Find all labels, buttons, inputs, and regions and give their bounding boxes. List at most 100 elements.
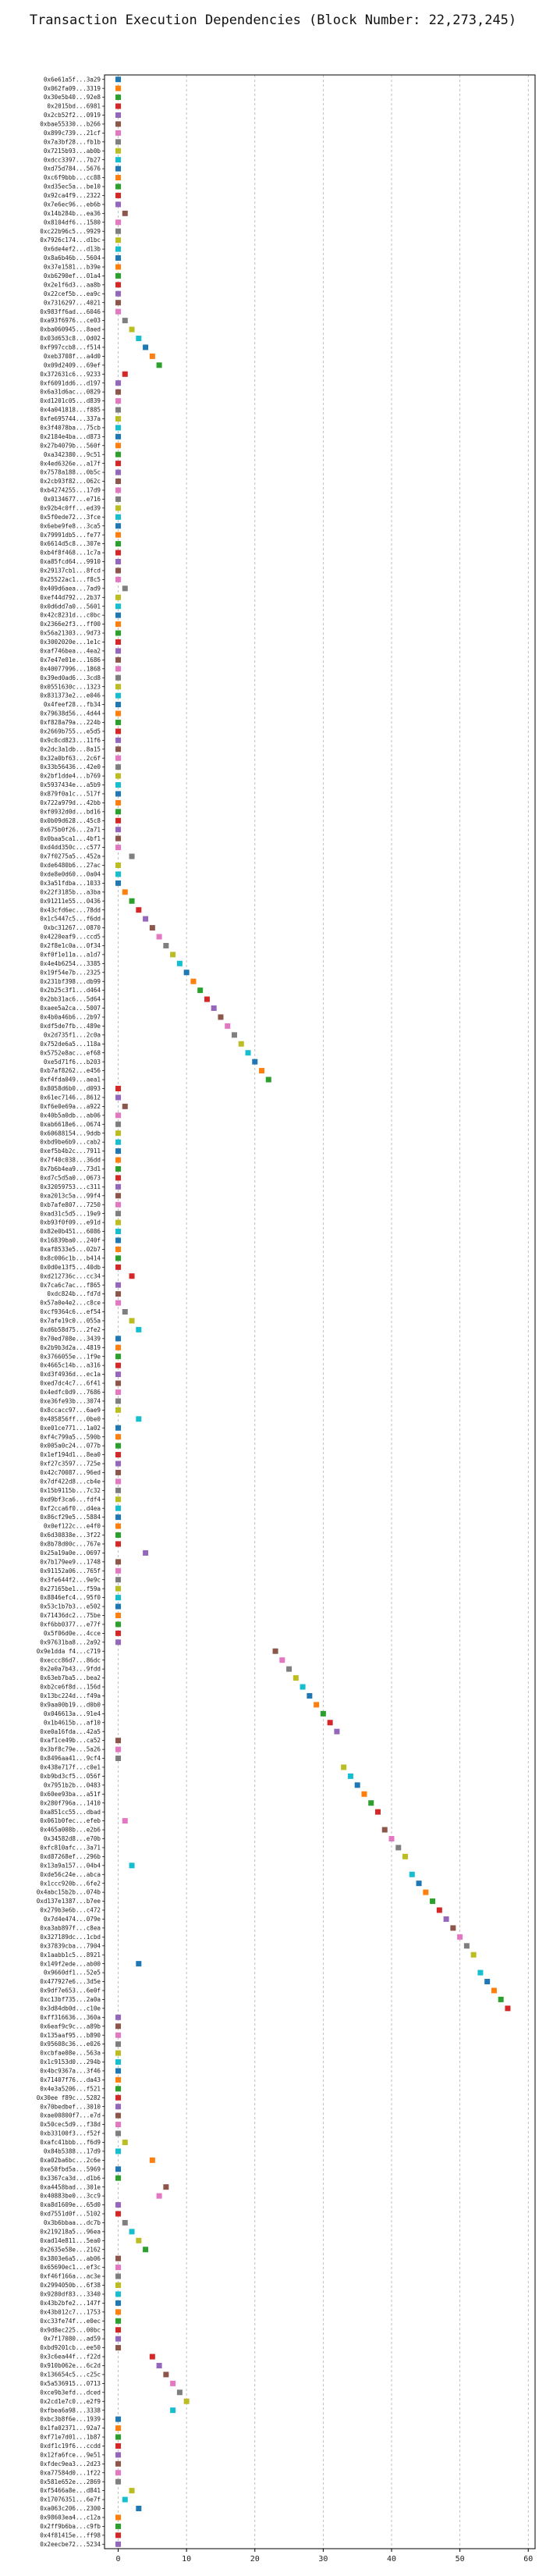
transaction-marker [443, 1916, 449, 1922]
y-tick-label: 0x1b4615b...af10 [44, 1719, 101, 1726]
y-tick-label: 0xdc824b...fd7d [47, 1290, 101, 1297]
y-tick-label: 0x231bf398...db99 [40, 978, 101, 985]
y-tick-label: 0x0b09d628...45c8 [40, 817, 101, 824]
y-tick-label: 0xd137e1387...b7ee [37, 1898, 101, 1905]
y-tick-label: 0x8ccacc97...6ae9 [40, 1407, 101, 1414]
transaction-marker [115, 639, 122, 645]
transaction-marker [231, 1032, 237, 1038]
y-tick-label: 0x19f54e7b...2325 [40, 969, 101, 976]
transaction-marker [115, 1112, 122, 1119]
transaction-marker [149, 2157, 155, 2163]
transaction-marker [374, 1809, 381, 1815]
x-gridlines [118, 75, 529, 2549]
y-tick-label: 0x32a0bf63...2c6f [40, 755, 101, 762]
transaction-marker [115, 380, 122, 386]
y-tick-label: 0xeccc86d7...86dc [40, 1656, 101, 1663]
y-tick-label: 0x43b2bfe2...147f [40, 2300, 101, 2307]
transaction-marker [115, 2336, 122, 2342]
y-tick-label: 0x4abc15b2b...074b [37, 1889, 101, 1896]
y-tick-label: 0x91211e55...0436 [40, 898, 101, 905]
y-tick-label: 0x5937434e...a5b9 [40, 781, 101, 788]
transaction-marker [156, 2362, 162, 2368]
y-tick-label: 0x3002020e...1e1c [40, 639, 101, 646]
transaction-marker [115, 130, 122, 136]
transaction-marker [149, 2354, 155, 2360]
transaction-marker [115, 469, 122, 475]
transaction-marker [423, 1889, 429, 1895]
y-tick-label: 0x2366e2f3...ff00 [40, 621, 101, 628]
y-tick-label: 0xf2cca6f0...d4ea [40, 1505, 101, 1512]
transaction-marker [115, 1336, 122, 1342]
transaction-marker [347, 1773, 353, 1779]
y-tick-label: 0x2dc3a1db...8a15 [40, 745, 101, 753]
transaction-marker [115, 1567, 122, 1574]
transaction-marker [115, 1255, 122, 1261]
y-tick-label: 0x22f3185b...a3ba [40, 888, 101, 895]
y-tick-label: 0xf0f1e11a...a1d7 [40, 951, 101, 958]
y-tick-label: 0x70bedbef...3010 [40, 2103, 101, 2110]
y-tick-label: 0xe36fe93b...3074 [40, 1398, 101, 1405]
transaction-marker [115, 1398, 122, 1404]
y-tick-label: 0xde56c24e...abca [40, 1871, 101, 1878]
transaction-marker [115, 451, 122, 457]
y-tick-label: 0xb33100f3...f52f [40, 2130, 101, 2137]
transaction-marker [115, 1407, 122, 1413]
y-tick-label: 0x43cfd6ec...78dd [40, 906, 101, 913]
y-tick-label: 0xd3f4936d...ec1a [40, 1371, 101, 1378]
y-tick-label: 0x0ef122c...e4f0 [44, 1523, 101, 1530]
y-tick-label: 0x37839cba...7904 [40, 1942, 101, 1949]
transaction-marker [115, 2514, 122, 2521]
transaction-marker [129, 898, 135, 904]
y-tick-label: 0x22cef5b...ea9c [44, 290, 101, 297]
y-tick-label: 0x372631c6...9233 [40, 371, 101, 378]
y-tick-label: 0xfe695744...337a [40, 415, 101, 422]
y-tick-label: 0x7f0275a5...452a [40, 853, 101, 860]
transaction-marker [122, 1818, 128, 1824]
transaction-marker [115, 2255, 122, 2261]
x-tick-label: 10 [182, 2555, 191, 2564]
y-tick-label: 0xba060945...8aed [40, 326, 101, 333]
transaction-marker [143, 344, 149, 350]
transaction-marker [115, 1639, 122, 1646]
transaction-marker [115, 719, 122, 725]
transaction-marker [115, 94, 122, 101]
y-tick-label: 0x8058d6b0...d093 [40, 1085, 101, 1092]
y-tick-label: 0x53c1b7b3...e502 [40, 1603, 101, 1610]
transaction-marker [225, 1023, 231, 1029]
transaction-marker [115, 773, 122, 779]
transaction-marker [115, 2443, 122, 2449]
y-tick-label: 0x63eb7ba5...bea2 [40, 1674, 101, 1681]
transaction-marker [163, 2371, 169, 2378]
transaction-marker [115, 2416, 122, 2422]
transaction-marker [409, 1871, 415, 1877]
transaction-marker [115, 1165, 122, 1172]
transaction-marker [361, 1791, 367, 1797]
transaction-marker [115, 666, 122, 672]
transaction-marker [115, 415, 122, 422]
y-tick-label: 0x879f0a1c...517f [40, 791, 101, 798]
transaction-marker [115, 2300, 122, 2306]
y-tick-label: 0x15b9115b...7c32 [40, 1487, 101, 1494]
transaction-marker [136, 2506, 142, 2512]
y-tick-label: 0x280f796a...1410 [40, 1799, 101, 1806]
transaction-marker [115, 112, 122, 118]
y-tick-label: 0x899c739...21cf [44, 130, 101, 137]
y-tick-label: 0xbc3b8f6e...1939 [40, 2416, 101, 2423]
y-tick-label: 0x6ebe9fe8...3ca5 [40, 522, 101, 529]
transaction-marker [115, 809, 122, 815]
transaction-marker [115, 1380, 122, 1386]
y-tick-label: 0x4b0a46b6...2b97 [40, 1014, 101, 1021]
y-tick-label: 0x7e47e01e...1686 [40, 656, 101, 664]
y-tick-label: 0xfc810afc...3a71 [40, 1845, 101, 1852]
transaction-marker [115, 2211, 122, 2217]
transaction-marker [381, 1827, 388, 1833]
transaction-marker [129, 2229, 135, 2235]
y-tick-label: 0x13bc224d...f49a [40, 1692, 101, 1699]
y-axis-tick-labels: 0x6e61a5f...3a29 0x062fa09...3319 0x30e5b4… [37, 76, 105, 2548]
transaction-marker [122, 210, 128, 216]
y-tick-label: 0x60688154...9ddb [40, 1130, 101, 1137]
y-tick-label: 0xa02ba6bc...2c6e [40, 2157, 101, 2164]
transaction-marker [388, 1835, 395, 1841]
y-tick-label: 0x29137cb1...8fcd [40, 568, 101, 575]
y-tick-label: 0x4ed6326e...a17f [40, 460, 101, 467]
